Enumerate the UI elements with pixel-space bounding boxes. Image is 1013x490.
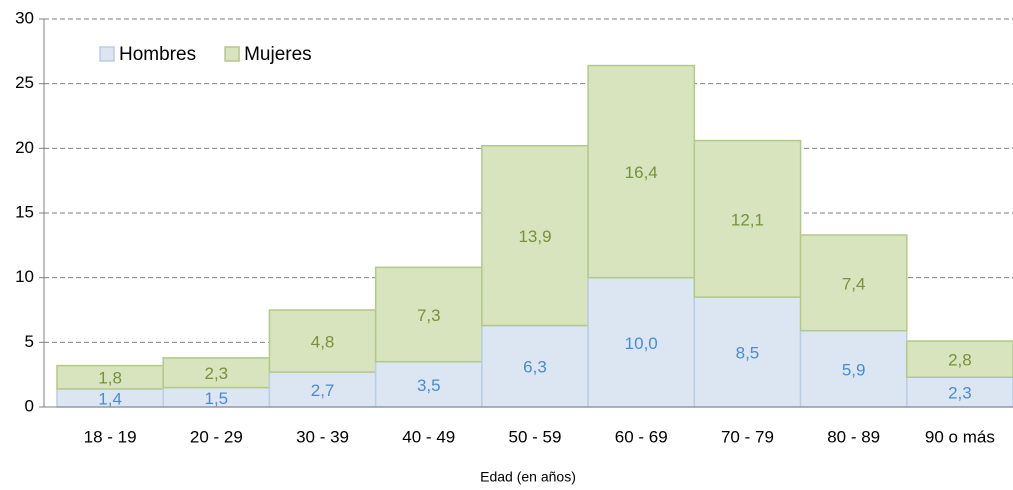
data-label: 2,3 [948, 384, 972, 403]
data-label: 16,4 [625, 163, 658, 182]
y-tick-label: 25 [15, 73, 34, 92]
data-label: 1,8 [98, 369, 122, 388]
legend-swatch [99, 46, 115, 62]
data-label: 12,1 [731, 210, 764, 229]
bar-segment [906, 376, 1013, 408]
x-tick-label: 20 - 29 [190, 427, 243, 446]
x-tick-label: 50 - 59 [509, 427, 562, 446]
bar-segment [587, 64, 696, 279]
bar-segment [268, 309, 377, 373]
legend-label: Hombres [119, 44, 196, 65]
data-label: 4,8 [311, 333, 335, 352]
x-tick-label: 80 - 89 [827, 427, 880, 446]
y-tick-label: 10 [15, 267, 34, 286]
data-label: 5,9 [842, 360, 866, 379]
bar-segment [906, 340, 1013, 379]
data-label: 7,3 [417, 306, 441, 325]
y-tick-label: 5 [25, 332, 34, 351]
data-label: 1,4 [98, 389, 122, 408]
data-label: 6,3 [523, 358, 547, 377]
data-label: 2,3 [205, 364, 229, 383]
data-label: 10,0 [625, 334, 658, 353]
x-tick-label: 40 - 49 [402, 427, 455, 446]
y-tick-label: 30 [15, 8, 34, 27]
y-tick-label: 0 [25, 396, 34, 415]
bar-segment [799, 234, 908, 332]
data-label: 1,5 [205, 389, 229, 408]
y-tick-label: 20 [15, 138, 34, 157]
x-tick-label: 18 - 19 [84, 427, 137, 446]
x-tick-label: 60 - 69 [615, 427, 668, 446]
data-label: 2,7 [311, 381, 335, 400]
data-label: 7,4 [842, 274, 866, 293]
data-label: 2,8 [948, 351, 972, 370]
data-label: 3,5 [417, 376, 441, 395]
x-tick-label: 90 o más [925, 427, 995, 446]
legend-swatch [224, 46, 240, 62]
bar-segment [693, 139, 802, 298]
x-tick-label: 70 - 79 [721, 427, 774, 446]
data-label: 13,9 [518, 227, 551, 246]
bar-segment [587, 276, 696, 408]
data-label: 8,5 [736, 344, 760, 363]
bar-segment [374, 266, 483, 363]
y-tick-label: 15 [15, 202, 34, 221]
x-axis-label: Edad (en años) [480, 469, 576, 485]
x-tick-label: 30 - 39 [296, 427, 349, 446]
legend-label: Mujeres [244, 44, 312, 65]
